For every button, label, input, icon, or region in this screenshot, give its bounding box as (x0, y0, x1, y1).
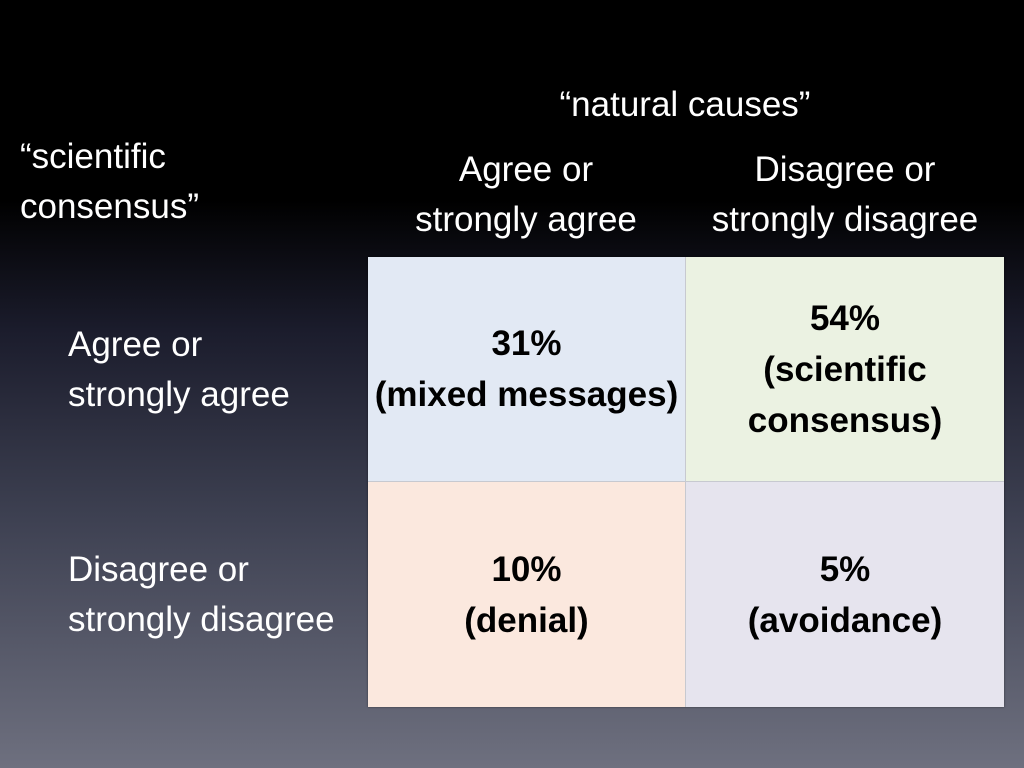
row-axis-title: “scientific consensus” (20, 132, 199, 232)
row-header-agree-line-1: Agree or (68, 325, 203, 364)
cell-avoidance-percent: 5% (819, 549, 871, 589)
cell-scientific-consensus-percent: 54% (809, 298, 881, 338)
row-header-agree-line-2: strongly agree (68, 375, 290, 414)
cell-mixed-messages-label: (mixed messages) (374, 375, 679, 414)
column-header-disagree: Disagree or strongly disagree (686, 145, 1004, 245)
row-header-agree: Agree or strongly agree (68, 320, 290, 420)
row-header-disagree-line-1: Disagree or (68, 550, 249, 589)
cell-mixed-messages-percent: 31% (491, 324, 562, 363)
contingency-table: 31% (mixed messages) 54% (scientific con… (368, 257, 1004, 707)
cell-avoidance-label: (avoidance) (747, 600, 943, 640)
cell-avoidance: 5% (avoidance) (686, 482, 1004, 707)
column-header-agree: Agree or strongly agree (376, 145, 676, 245)
row-axis-title-line-1: “scientific (20, 137, 166, 176)
column-header-agree-line-2: strongly agree (415, 200, 637, 239)
cell-scientific-consensus-label-line-2: consensus) (747, 400, 943, 440)
column-header-disagree-line-2: strongly disagree (711, 200, 979, 239)
cell-denial-percent: 10% (491, 549, 562, 589)
row-axis-title-line-2: consensus” (20, 187, 199, 226)
row-header-disagree: Disagree or strongly disagree (68, 545, 335, 645)
row-header-disagree-line-2: strongly disagree (68, 600, 335, 639)
cell-denial-label: (denial) (464, 600, 589, 640)
column-axis-title: “natural causes” (559, 85, 811, 124)
cell-mixed-messages: 31% (mixed messages) (368, 257, 686, 482)
cell-denial: 10% (denial) (368, 482, 686, 707)
column-header-agree-line-1: Agree or (458, 150, 594, 189)
column-header-disagree-line-1: Disagree or (754, 150, 936, 189)
cell-scientific-consensus: 54% (scientific consensus) (686, 257, 1004, 482)
cell-scientific-consensus-label-line-1: (scientific (763, 349, 927, 389)
